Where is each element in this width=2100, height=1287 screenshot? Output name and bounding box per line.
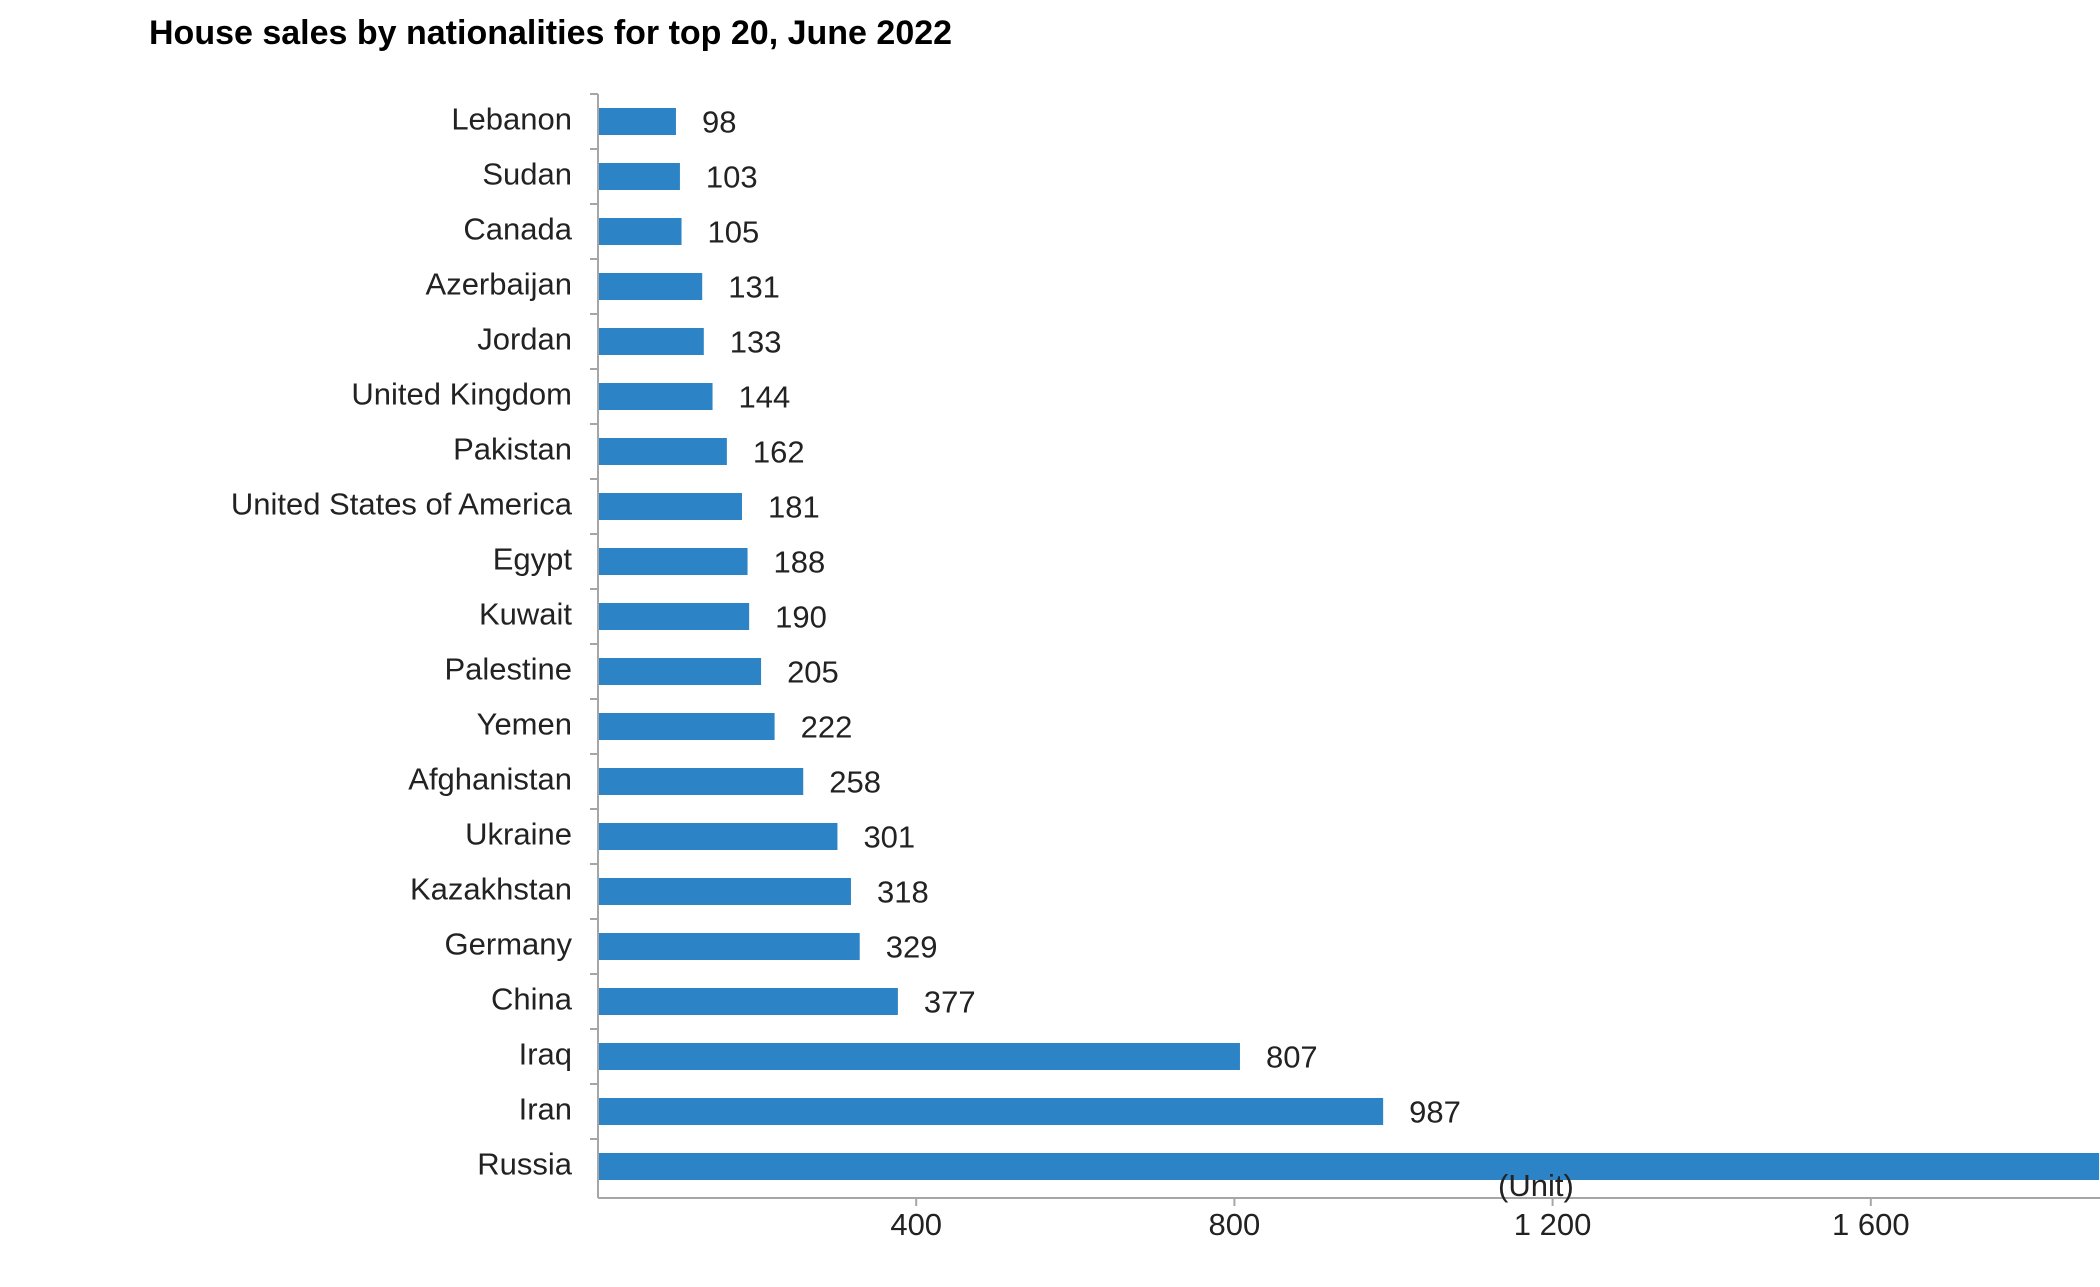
category-label-jordan: Jordan xyxy=(477,322,572,357)
category-label-russia: Russia xyxy=(477,1147,573,1182)
category-label-germany: Germany xyxy=(445,927,573,962)
x-tick-label-1-200: 1 200 xyxy=(1514,1207,1592,1242)
bar-afghanistan xyxy=(598,768,804,795)
unit-label: (Unit) xyxy=(1498,1168,1574,1203)
category-label-egypt: Egypt xyxy=(493,542,573,577)
value-label-china: 377 xyxy=(924,985,976,1020)
x-tick-label-1-600: 1 600 xyxy=(1832,1207,1910,1242)
value-label-yemen: 222 xyxy=(801,710,853,745)
axis-layer xyxy=(590,93,2100,1206)
category-label-lebanon: Lebanon xyxy=(451,102,572,137)
category-label-kazakhstan: Kazakhstan xyxy=(410,872,572,907)
bar-palestine xyxy=(598,658,762,685)
bar-lebanon xyxy=(598,108,676,135)
value-label-kuwait: 190 xyxy=(775,600,827,635)
category-label-afghanistan: Afghanistan xyxy=(408,762,572,797)
category-label-yemen: Yemen xyxy=(477,707,572,742)
value-label-sudan: 103 xyxy=(706,160,758,195)
category-label-kuwait: Kuwait xyxy=(479,597,572,632)
value-label-canada: 105 xyxy=(708,215,760,250)
bar-germany xyxy=(598,933,860,960)
category-label-canada: Canada xyxy=(463,212,572,247)
value-label-united-kingdom: 144 xyxy=(739,380,791,415)
value-label-jordan: 133 xyxy=(730,325,782,360)
category-label-sudan: Sudan xyxy=(482,157,572,192)
bar-jordan xyxy=(598,328,704,355)
value-label-egypt: 188 xyxy=(774,545,826,580)
bar-egypt xyxy=(598,548,748,575)
bar-yemen xyxy=(598,713,775,740)
value-label-pakistan: 162 xyxy=(753,435,805,470)
category-label-united-kingdom: United Kingdom xyxy=(351,377,572,412)
value-label-afghanistan: 258 xyxy=(829,765,881,800)
bar-canada xyxy=(598,218,682,245)
bar-iran xyxy=(598,1098,1384,1125)
bar-pakistan xyxy=(598,438,727,465)
bar-sudan xyxy=(598,163,680,190)
bar-russia xyxy=(598,1153,2100,1180)
value-label-azerbaijan: 131 xyxy=(728,270,780,305)
chart-title: House sales by nationalities for top 20,… xyxy=(149,14,953,52)
bar-kuwait xyxy=(598,603,750,630)
value-label-iraq: 807 xyxy=(1266,1040,1318,1075)
bars-layer xyxy=(598,108,2100,1180)
value-label-ukraine: 301 xyxy=(863,820,915,855)
category-label-ukraine: Ukraine xyxy=(465,817,572,852)
bar-azerbaijan xyxy=(598,273,703,300)
bar-china xyxy=(598,988,898,1015)
bar-iraq xyxy=(598,1043,1240,1070)
category-label-china: China xyxy=(491,982,573,1017)
category-label-pakistan: Pakistan xyxy=(453,432,572,467)
bar-united-kingdom xyxy=(598,383,713,410)
x-tick-label-400: 400 xyxy=(890,1207,942,1242)
category-label-united-states-of-america: United States of America xyxy=(231,487,573,522)
category-label-iraq: Iraq xyxy=(519,1037,572,1072)
value-label-germany: 329 xyxy=(886,930,938,965)
category-label-palestine: Palestine xyxy=(444,652,572,687)
value-label-iran: 987 xyxy=(1409,1095,1461,1130)
labels-layer: Lebanon 98 Sudan 103 Canada 105 Azerbaijan 131 J… xyxy=(231,102,1910,1242)
category-label-azerbaijan: Azerbaijan xyxy=(426,267,572,302)
category-label-iran: Iran xyxy=(519,1092,572,1127)
value-label-palestine: 205 xyxy=(787,655,839,690)
x-tick-label-800: 800 xyxy=(1209,1207,1261,1242)
value-label-kazakhstan: 318 xyxy=(877,875,929,910)
bar-ukraine xyxy=(598,823,838,850)
bar-united-states-of-america xyxy=(598,493,742,520)
value-label-united-states-of-america: 181 xyxy=(768,490,820,525)
value-label-lebanon: 98 xyxy=(702,105,736,140)
bar-kazakhstan xyxy=(598,878,851,905)
